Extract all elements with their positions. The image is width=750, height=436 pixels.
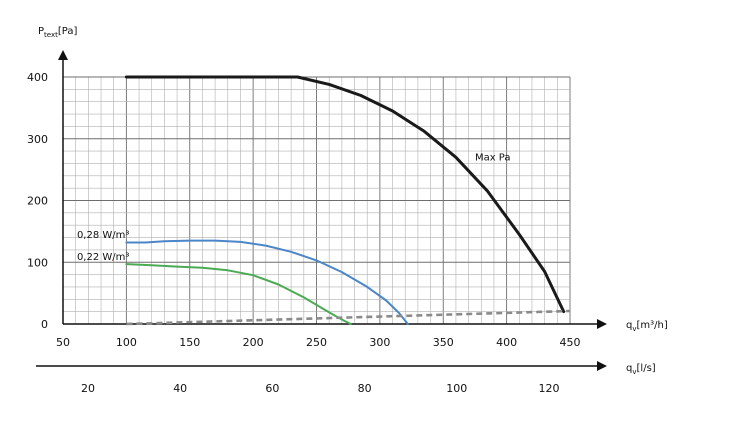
y-axis-label: Ptext[Pa] <box>38 26 77 39</box>
series-line <box>125 239 409 325</box>
x-tick-label: 250 <box>306 336 327 349</box>
x-axis-arrow <box>597 319 607 329</box>
x-tick-label: 150 <box>179 336 200 349</box>
series-annotation: 0,22 W/m³ <box>77 252 129 263</box>
x-tick-label: 400 <box>496 336 517 349</box>
x-tick-label: 450 <box>560 336 581 349</box>
x2-tick-label: 80 <box>358 382 372 395</box>
x2-axis-arrow <box>597 361 607 371</box>
x2-tick-label: 120 <box>539 382 560 395</box>
grid <box>62 76 571 325</box>
x-tick-label: 50 <box>56 336 70 349</box>
y-tick-label: 100 <box>27 256 48 269</box>
x-axis-label: qv[m³/h] <box>626 320 668 333</box>
x-tick-label: 350 <box>433 336 454 349</box>
series-line <box>124 75 566 314</box>
series-annotation: Max Pa <box>475 152 511 163</box>
series-annotation: 0,28 W/m³ <box>77 230 129 241</box>
x2-tick-label: 100 <box>446 382 467 395</box>
x2-tick-label: 40 <box>173 382 187 395</box>
y-tick-label: 200 <box>27 195 48 208</box>
x2-tick-label: 20 <box>81 382 95 395</box>
labels: 0 100 200 300 400 50 100 150 200 250 300 350 400 450 2… <box>27 26 668 395</box>
y-tick-label: 400 <box>27 71 48 84</box>
y-tick-label: 0 <box>41 318 48 331</box>
x2-tick-label: 60 <box>265 382 279 395</box>
x-tick-label: 100 <box>116 336 137 349</box>
series-line <box>125 263 352 325</box>
x-tick-label: 300 <box>369 336 390 349</box>
y-axis-arrow <box>58 50 68 60</box>
series-layer <box>124 75 571 326</box>
axes <box>36 50 607 371</box>
series-line <box>126 309 571 326</box>
y-tick-label: 300 <box>27 133 48 146</box>
x-tick-label: 200 <box>243 336 264 349</box>
x2-axis-label: qv[l/s] <box>626 363 656 376</box>
